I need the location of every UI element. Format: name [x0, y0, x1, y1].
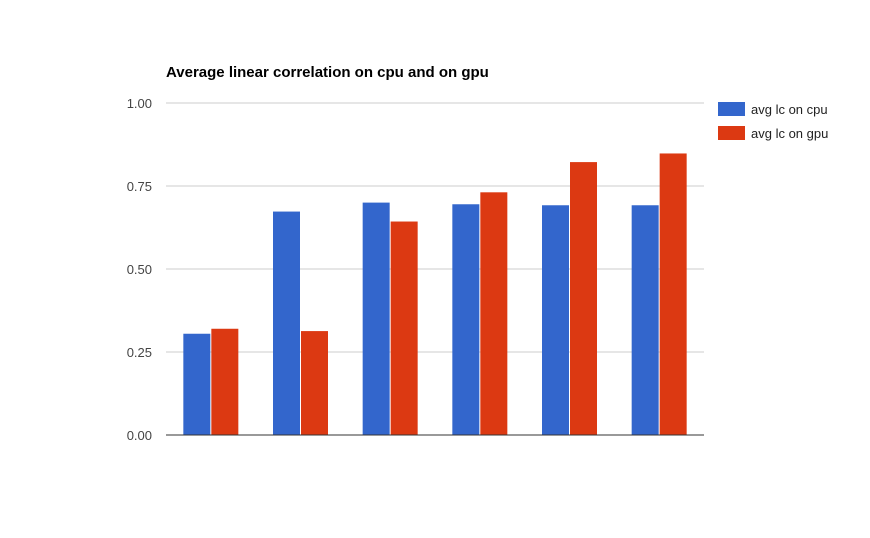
bar-cpu[interactable] [183, 333, 211, 435]
legend-label: avg lc on cpu [751, 102, 828, 117]
bar-cpu[interactable] [452, 204, 480, 435]
bar-cpu[interactable] [631, 205, 659, 435]
legend: avg lc on cpu avg lc on gpu [718, 102, 828, 141]
gridlines [166, 102, 704, 353]
y-tick-label: 0.00 [127, 428, 152, 443]
bar-gpu[interactable] [570, 162, 597, 435]
legend-swatch [718, 102, 745, 116]
bar-gpu[interactable] [659, 153, 687, 436]
y-tick-label: 1.00 [127, 96, 152, 111]
bars [183, 153, 687, 436]
bar-gpu[interactable] [480, 192, 508, 435]
bar-gpu[interactable] [211, 328, 239, 435]
y-axis-ticks: 0.00 0.25 0.50 0.75 1.00 [127, 96, 152, 443]
chart-title: Average linear correlation on cpu and on… [166, 64, 489, 81]
y-tick-label: 0.50 [127, 262, 152, 277]
bar-cpu[interactable] [362, 202, 390, 435]
legend-swatch [718, 126, 745, 140]
bar-cpu[interactable] [542, 205, 569, 435]
bar-gpu[interactable] [301, 331, 328, 435]
y-tick-label: 0.25 [127, 345, 152, 360]
bar-gpu[interactable] [390, 221, 418, 435]
bar-cpu[interactable] [273, 211, 300, 435]
y-tick-label: 0.75 [127, 179, 152, 194]
legend-label: avg lc on gpu [751, 126, 828, 141]
